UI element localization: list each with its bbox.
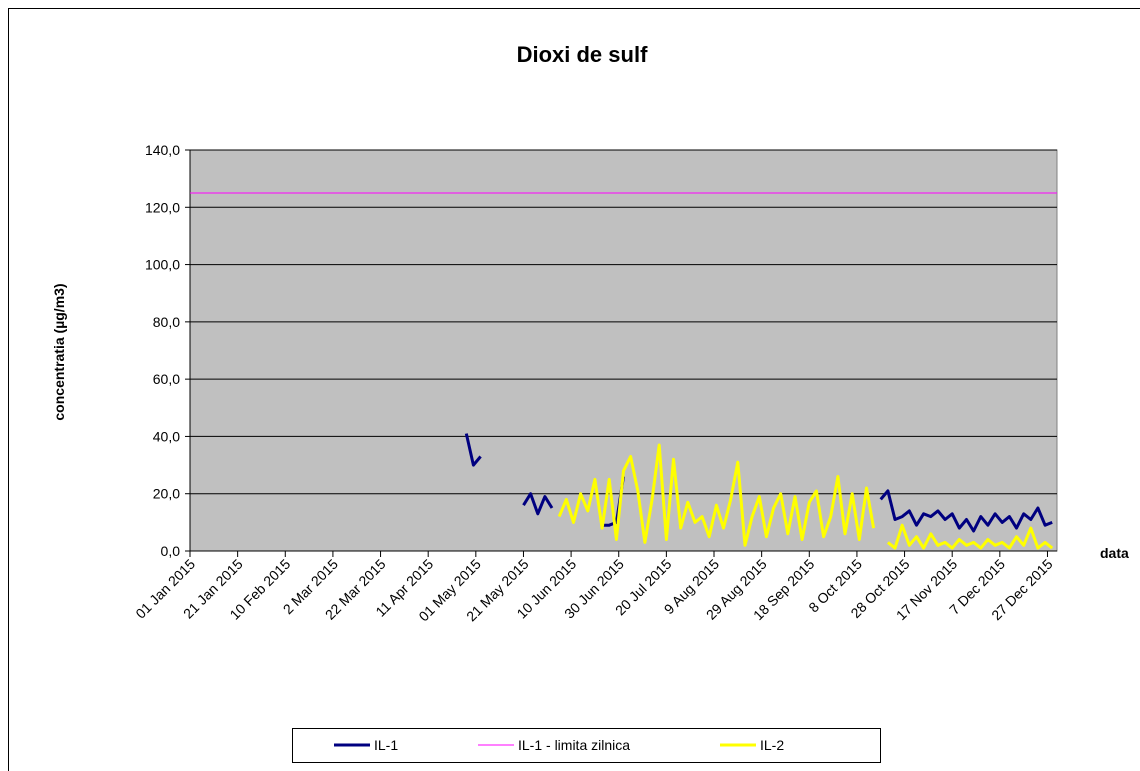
legend-label: IL-2	[760, 737, 784, 753]
x-axis-label: data	[1100, 545, 1129, 561]
y-tick-label: 120,0	[145, 199, 180, 215]
legend	[292, 728, 881, 763]
chart-title: Dioxi de sulf	[517, 42, 648, 67]
y-tick-label: 80,0	[153, 314, 180, 330]
plot-area	[189, 149, 1058, 552]
y-tick-label: 60,0	[153, 371, 180, 387]
legend-label: IL-1	[374, 737, 398, 753]
y-tick-label: 40,0	[153, 428, 180, 444]
y-tick-label: 0,0	[161, 543, 181, 559]
legend-label: IL-1 - limita zilnica	[518, 737, 630, 753]
y-tick-label: 140,0	[145, 142, 180, 158]
y-tick-label: 100,0	[145, 257, 180, 273]
y-tick-label: 20,0	[153, 486, 180, 502]
series-line	[464, 433, 1053, 533]
y-axis-label: concentratia (µg/m3)	[51, 283, 67, 420]
series-line	[557, 443, 1054, 550]
